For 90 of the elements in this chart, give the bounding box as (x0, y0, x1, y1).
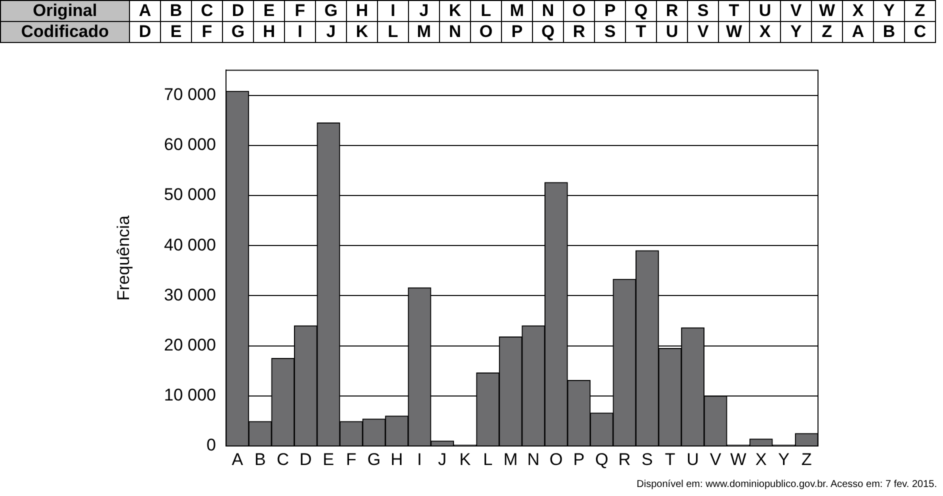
x-tick-label: A (232, 450, 244, 469)
text: J (408, 0, 440, 22)
text: G (316, 0, 346, 22)
text: Codificado (0, 22, 130, 42)
x-tick-label: M (504, 450, 518, 469)
text: V (688, 22, 718, 42)
x-tick-label: W (730, 450, 746, 469)
text: C (192, 0, 222, 22)
text: B (160, 0, 192, 22)
x-tick-label: T (664, 450, 676, 469)
text: H (254, 22, 284, 42)
text: Y (874, 0, 904, 22)
text: Z (904, 0, 936, 22)
text: I (284, 22, 316, 42)
text: A (130, 0, 160, 22)
text: T (626, 22, 656, 42)
x-tick-label: X (755, 450, 767, 469)
text: X (750, 22, 780, 42)
x-tick-label: C (276, 450, 290, 469)
text: N (440, 22, 470, 42)
text: J (316, 22, 346, 42)
text: Y (780, 22, 812, 42)
text: X (842, 0, 874, 22)
text: P (594, 0, 626, 22)
text: P (502, 22, 532, 42)
y-tick-label: 50 000 (164, 185, 216, 204)
x-tick-label: Y (778, 450, 790, 469)
x-tick-label: Q (595, 450, 608, 469)
text: S (594, 22, 626, 42)
x-tick-label: S (642, 450, 653, 469)
text: L (470, 0, 502, 22)
text: U (750, 0, 780, 22)
text: U (656, 22, 688, 42)
y-axis-title: Frequência (114, 215, 133, 301)
x-tick-label: D (300, 450, 312, 469)
text: L (378, 22, 408, 42)
text: I (378, 0, 408, 22)
text: S (688, 0, 718, 22)
text: Z (812, 22, 842, 42)
x-tick-label: U (686, 450, 699, 469)
y-tick-label: 70 000 (164, 84, 216, 104)
text: T (718, 0, 750, 22)
x-tick-label: N (527, 450, 540, 469)
text: E (160, 22, 192, 42)
text: R (564, 22, 594, 42)
y-tick-label: 0 (206, 436, 216, 455)
x-tick-label: V (710, 450, 722, 469)
text: F (192, 22, 222, 42)
x-tick-label: F (346, 450, 356, 469)
text: K (440, 0, 470, 22)
text: W (812, 0, 842, 22)
text: M (408, 22, 440, 42)
text: D (130, 22, 160, 42)
y-tick-label: 30 000 (164, 285, 216, 304)
x-tick-label: K (459, 450, 472, 469)
text: Q (532, 22, 564, 42)
y-tick-label: 60 000 (164, 135, 216, 154)
text: Original (0, 0, 130, 22)
text: A (842, 22, 874, 42)
x-tick-label: L (483, 450, 493, 469)
text: K (346, 22, 378, 42)
x-tick-label: H (390, 450, 403, 469)
text: N (532, 0, 564, 22)
text: O (470, 22, 502, 42)
x-tick-label: Z (801, 450, 812, 469)
text: C (904, 22, 936, 42)
text: M (502, 0, 532, 22)
y-tick-label: 40 000 (164, 235, 216, 254)
x-tick-label: J (438, 450, 447, 469)
text: W (718, 22, 750, 42)
text: B (874, 22, 904, 42)
text: H (346, 0, 378, 22)
text: D (222, 0, 254, 22)
text: O (564, 0, 594, 22)
y-tick-label: 10 000 (164, 386, 216, 405)
x-tick-label: O (550, 450, 563, 469)
y-tick-label: 20 000 (164, 335, 216, 354)
text: Disponível em: www.dominiopublico.gov.br. Acesso em: 7 fev. 2015. (636, 479, 937, 490)
text: Q (626, 0, 656, 22)
x-tick-label: I (417, 450, 422, 469)
text: R (656, 0, 688, 22)
x-tick-label: B (254, 450, 266, 469)
x-tick-label: R (618, 450, 631, 469)
text: G (222, 22, 254, 42)
text: E (254, 0, 284, 22)
x-tick-label: P (573, 450, 585, 469)
text: F (284, 0, 316, 22)
x-tick-label: E (322, 450, 334, 469)
text: V (780, 0, 812, 22)
x-tick-label: G (367, 450, 381, 469)
